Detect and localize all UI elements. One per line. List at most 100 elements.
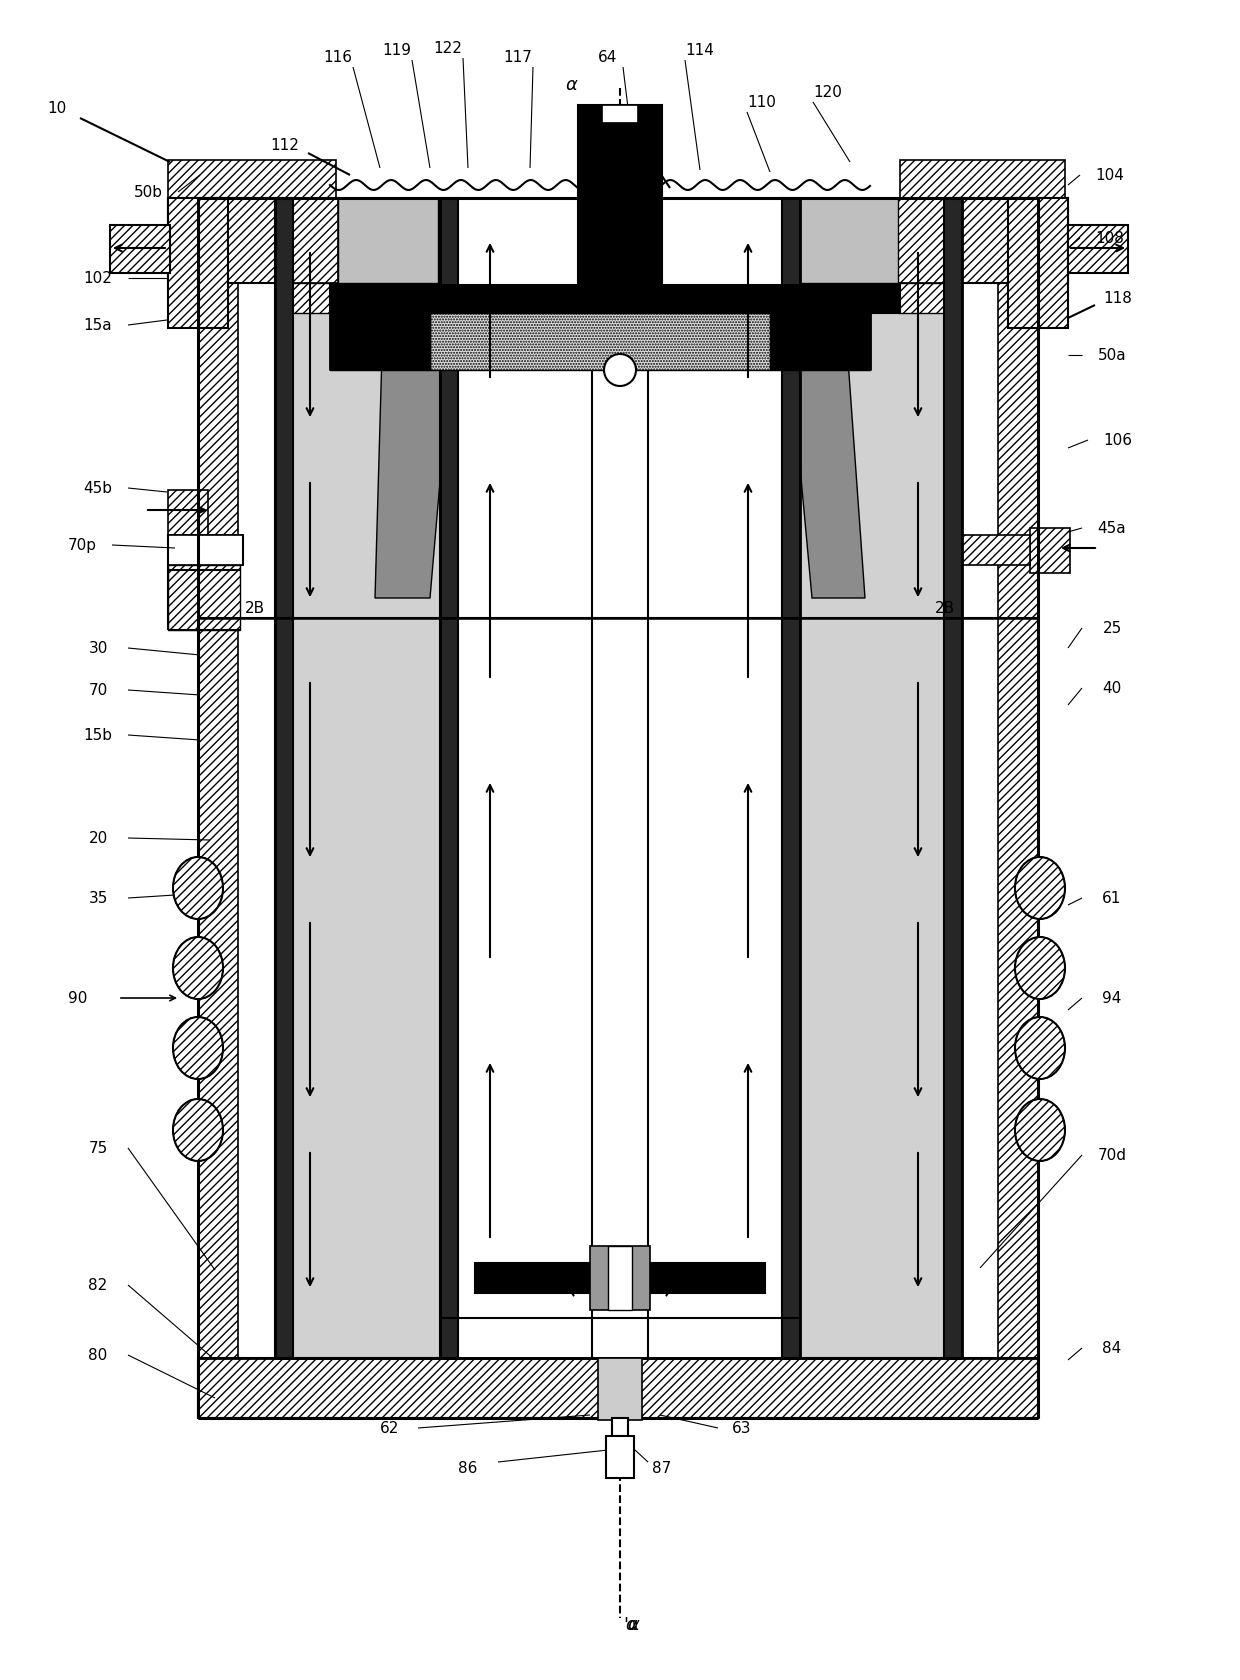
Bar	[198, 198, 238, 1357]
Text: 50b: 50b	[134, 185, 162, 200]
Text: 70p: 70p	[67, 538, 97, 553]
Bar	[608, 1247, 632, 1310]
Bar	[606, 1436, 634, 1478]
Bar	[632, 228, 650, 598]
Bar	[944, 198, 962, 1357]
Bar	[110, 225, 170, 274]
Ellipse shape	[174, 857, 223, 919]
Text: 61: 61	[1102, 890, 1122, 906]
Bar	[167, 198, 278, 282]
Text: 114: 114	[686, 42, 714, 57]
Bar	[278, 282, 339, 312]
Ellipse shape	[1016, 857, 1065, 919]
Bar	[590, 228, 608, 598]
Text: 45a: 45a	[1097, 521, 1126, 536]
Bar	[330, 286, 900, 312]
Text: 119: 119	[382, 42, 412, 57]
Bar	[475, 1263, 765, 1294]
Text: 25: 25	[1102, 620, 1122, 635]
Bar	[578, 104, 662, 311]
Text: 118: 118	[634, 138, 662, 153]
Text: 112: 112	[270, 138, 299, 153]
Ellipse shape	[174, 1099, 223, 1161]
Bar	[998, 198, 1038, 1357]
Circle shape	[604, 354, 636, 386]
Text: 120: 120	[813, 84, 842, 99]
Text: 75: 75	[88, 1141, 108, 1156]
Bar	[900, 160, 1065, 198]
Bar	[167, 564, 241, 630]
Bar	[590, 1247, 650, 1310]
Bar	[898, 198, 959, 282]
Text: 15a: 15a	[83, 318, 113, 333]
Text: 116: 116	[324, 49, 352, 64]
Text: 10: 10	[47, 101, 67, 116]
Bar	[339, 198, 438, 282]
Bar	[167, 198, 228, 328]
Text: 102: 102	[83, 270, 113, 286]
Bar	[275, 198, 962, 1357]
Bar	[959, 198, 1068, 282]
Polygon shape	[780, 249, 866, 598]
Text: 40: 40	[1102, 680, 1122, 696]
Text: 15b: 15b	[83, 727, 113, 743]
Text: 86: 86	[459, 1460, 477, 1475]
Text: 108: 108	[1096, 230, 1125, 245]
Text: 104: 104	[1096, 168, 1125, 183]
Text: 70d: 70d	[1097, 1147, 1126, 1163]
Text: 80: 80	[88, 1347, 108, 1362]
Bar	[1008, 198, 1068, 328]
Bar	[275, 198, 293, 1357]
Text: 82: 82	[88, 1277, 108, 1292]
Bar	[167, 534, 243, 564]
Bar	[430, 312, 770, 370]
Text: 45b: 45b	[83, 480, 113, 496]
Text: 62: 62	[381, 1421, 399, 1435]
Bar	[167, 160, 336, 198]
Text: 64: 64	[599, 49, 618, 64]
Bar	[591, 198, 649, 1357]
Bar	[167, 534, 243, 564]
Bar	[898, 282, 959, 312]
Text: 30: 30	[88, 640, 108, 655]
Bar	[1068, 225, 1128, 274]
Ellipse shape	[1016, 1099, 1065, 1161]
Text: 94: 94	[1102, 991, 1122, 1006]
Bar	[1030, 528, 1070, 573]
Text: 35: 35	[88, 890, 108, 906]
Bar	[613, 1418, 627, 1436]
Bar	[458, 198, 782, 1357]
Ellipse shape	[174, 1016, 223, 1079]
Bar	[167, 491, 208, 534]
Ellipse shape	[1016, 937, 1065, 1000]
Text: 118: 118	[1104, 291, 1132, 306]
Ellipse shape	[1016, 1016, 1065, 1079]
Bar	[278, 198, 339, 282]
Text: 20: 20	[88, 830, 108, 845]
Bar	[782, 198, 800, 1357]
Text: 70: 70	[88, 682, 108, 697]
Text: '$\alpha$: '$\alpha$	[622, 1616, 641, 1635]
Text: $\alpha$: $\alpha$	[565, 76, 579, 94]
Text: 122: 122	[434, 40, 463, 55]
Text: 50a: 50a	[1097, 348, 1126, 363]
Text: 2B: 2B	[935, 600, 955, 615]
Ellipse shape	[174, 937, 223, 1000]
Text: 84: 84	[1102, 1341, 1122, 1356]
Text: 63: 63	[733, 1421, 751, 1435]
Text: 90: 90	[68, 991, 88, 1006]
Text: 110: 110	[748, 94, 776, 109]
Text: 106: 106	[1104, 432, 1132, 447]
Bar	[601, 104, 639, 123]
Bar	[770, 286, 870, 370]
Bar	[440, 198, 800, 1357]
Bar	[598, 1357, 642, 1420]
Polygon shape	[374, 249, 460, 598]
Bar	[275, 198, 962, 1357]
Bar	[440, 198, 458, 1357]
Bar	[955, 534, 1030, 564]
Bar	[330, 286, 430, 370]
Text: 117: 117	[503, 49, 532, 64]
Text: 87: 87	[652, 1460, 672, 1475]
Bar	[799, 198, 898, 282]
